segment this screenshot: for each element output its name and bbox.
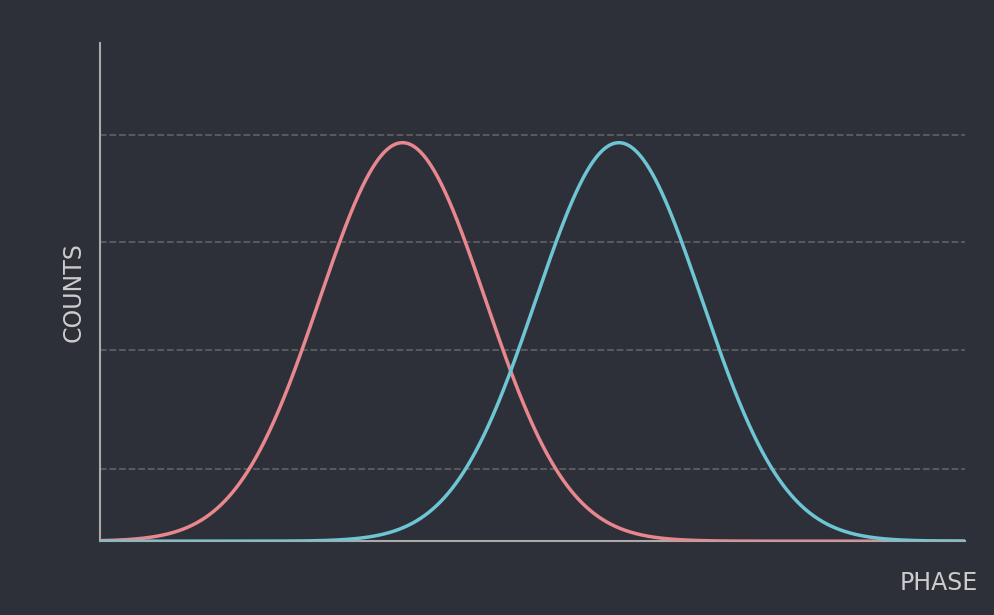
Y-axis label: COUNTS: COUNTS [62, 242, 85, 342]
X-axis label: PHASE: PHASE [900, 571, 977, 595]
